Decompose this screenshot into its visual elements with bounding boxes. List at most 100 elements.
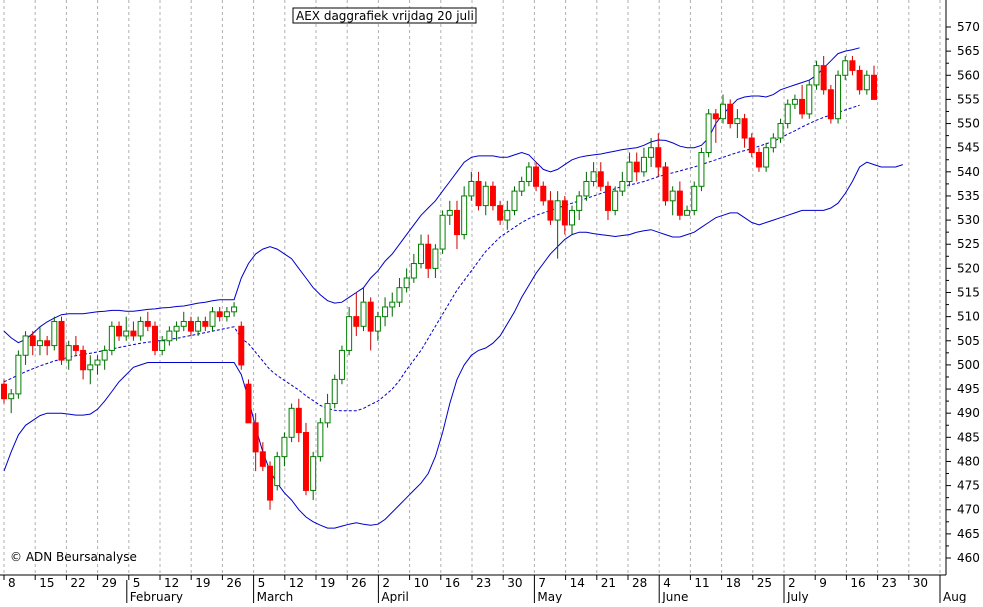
candle-body [597, 171, 604, 187]
y-tick-label: 480 [957, 454, 980, 468]
y-tick-label: 495 [957, 382, 980, 396]
candle-body [655, 147, 662, 168]
upper-band-line [3, 47, 860, 344]
y-tick-label: 470 [957, 503, 980, 517]
month-label: May [537, 590, 562, 603]
month-label: March [257, 590, 294, 603]
candle-body [691, 185, 698, 211]
candle-body [396, 287, 403, 303]
y-tick-label: 460 [957, 551, 980, 565]
y-tick-label: 555 [957, 92, 980, 106]
x-tick-label: 26 [226, 576, 241, 590]
y-tick-label: 465 [957, 527, 980, 541]
candle-body [662, 166, 669, 202]
candle-body [561, 200, 568, 226]
candle-body [763, 147, 770, 168]
candle-body [15, 354, 22, 395]
candle-body [317, 422, 324, 458]
y-tick-label: 505 [957, 334, 980, 348]
x-tick-label: 5 [133, 576, 141, 590]
candle-body [784, 103, 791, 125]
y-tick-label: 535 [957, 189, 980, 203]
x-tick-label: 22 [70, 576, 85, 590]
candle-body [238, 325, 245, 366]
candle-body [813, 65, 820, 86]
month-label: July [786, 590, 809, 603]
x-tick-label: 23 [882, 576, 897, 590]
candle-body [432, 248, 439, 269]
candle-body [425, 243, 432, 269]
candle-body [209, 311, 216, 327]
candle-body [475, 180, 482, 207]
candle-body [511, 190, 518, 211]
candle-body [856, 69, 863, 91]
month-label: Aug [943, 590, 966, 603]
candle-body [389, 301, 396, 308]
x-tick-label: 30 [913, 576, 928, 590]
candle-body [310, 456, 317, 491]
y-tick-label: 550 [957, 117, 980, 131]
y-tick-label: 540 [957, 165, 980, 179]
x-tick-label: 19 [195, 576, 210, 590]
candle-body [590, 171, 597, 182]
candle-body [518, 180, 525, 192]
candle-body [166, 330, 173, 342]
candle-body [461, 195, 468, 236]
candle-body [554, 200, 561, 221]
candle-body [827, 89, 834, 120]
x-tick-label: 18 [726, 576, 741, 590]
x-tick-label: 7 [538, 576, 546, 590]
candle-body [468, 180, 475, 197]
candle-body [101, 349, 108, 361]
candle-body [547, 200, 554, 221]
candle-body [849, 60, 856, 71]
y-tick-label: 485 [957, 430, 980, 444]
candle-body [612, 190, 619, 211]
candle-body [820, 65, 827, 91]
candle-body [871, 74, 877, 100]
candle-body [777, 123, 784, 139]
candle-body [734, 118, 741, 125]
candle-body [288, 407, 295, 438]
x-tick-label: 28 [632, 576, 647, 590]
x-tick-label: 2 [382, 576, 390, 590]
y-tick-label: 475 [957, 479, 980, 493]
candle-body [36, 340, 43, 347]
x-tick-label: 30 [507, 576, 522, 590]
candle-body [72, 345, 79, 351]
y-tick-label: 570 [957, 20, 980, 34]
x-tick-label: 12 [164, 576, 179, 590]
candle-body [489, 185, 496, 207]
x-tick-label: 23 [476, 576, 491, 590]
candle-body [705, 113, 712, 154]
candle-body [223, 311, 230, 318]
candle-body [338, 349, 345, 380]
candle-body [569, 209, 576, 226]
candle-body [755, 152, 762, 168]
month-label: April [381, 590, 408, 603]
candle-body [576, 195, 583, 211]
candle-body [403, 277, 410, 289]
candle-body [748, 137, 755, 154]
candle-body [259, 451, 266, 467]
candle-body [58, 320, 65, 361]
candle-body [123, 330, 130, 337]
candle-body [267, 465, 274, 501]
x-tick-label: 10 [414, 576, 429, 590]
candle-body [360, 301, 367, 327]
copyright-label: © ADN Beursanalyse [10, 550, 137, 564]
candle-body [619, 180, 626, 192]
y-tick-label: 515 [957, 286, 980, 300]
candle-body [583, 180, 590, 197]
candle-body [353, 316, 360, 327]
candle-body [410, 263, 417, 279]
x-tick-label: 9 [819, 576, 827, 590]
candle-body [173, 325, 180, 332]
candle-body [65, 345, 72, 361]
candle-body [504, 209, 511, 221]
month-label: February [130, 590, 183, 603]
candle-body [720, 103, 727, 120]
